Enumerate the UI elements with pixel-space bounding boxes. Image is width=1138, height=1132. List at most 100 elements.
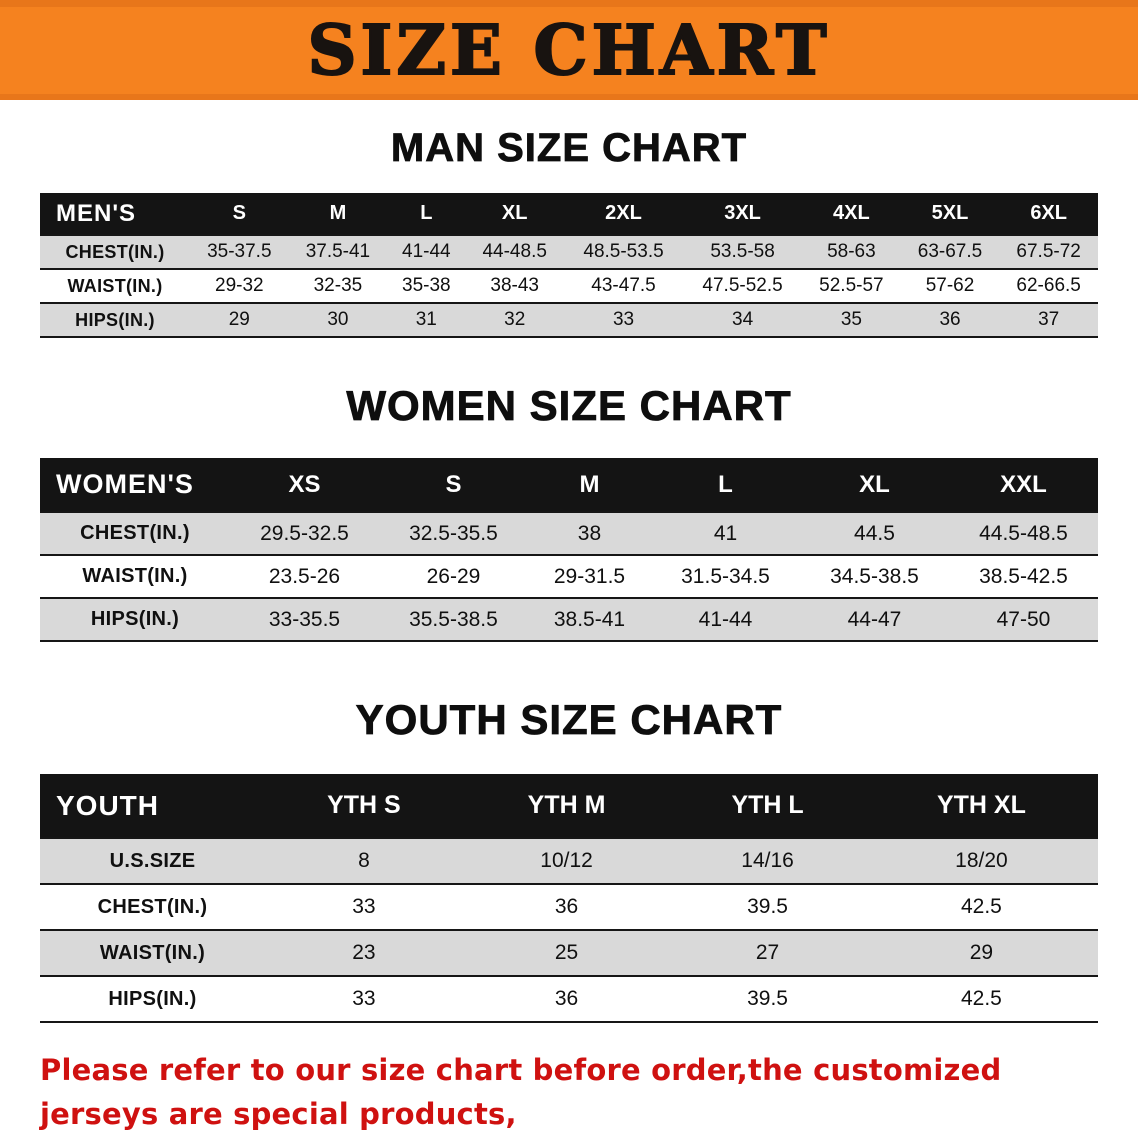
size-value: 62-66.5 [1016, 275, 1081, 296]
size-value: 36 [939, 309, 961, 330]
size-column-header: YTH XL [864, 774, 1098, 838]
size-value: 67.5-72 [1016, 241, 1081, 262]
size-column-header: XS [230, 458, 379, 512]
women-size-section: WOMEN SIZE CHART WOMEN'S XS S M L XL XXL CHEST(… [0, 382, 1138, 642]
size-value: 18/20 [955, 849, 1008, 872]
size-value: 36 [554, 895, 579, 918]
measurement-label: CHEST(IN.) [97, 895, 208, 918]
size-value: 14/16 [741, 849, 794, 872]
youth-size-heading: YOUTH SIZE CHART [355, 696, 783, 744]
size-value: 33 [352, 987, 376, 1010]
size-value: 31.5-34.5 [681, 564, 770, 588]
size-value: 38.5-42.5 [979, 564, 1068, 588]
size-value: 34 [732, 309, 754, 330]
size-value: 52.5-57 [819, 275, 884, 296]
size-value: 42.5 [960, 987, 1002, 1010]
size-value: 44-48.5 [482, 241, 547, 262]
size-value: 27 [755, 941, 780, 964]
measurement-label: U.S.SIZE [109, 849, 196, 872]
table-title-cell: YOUTH [40, 774, 265, 838]
table-header-row: YOUTH YTH S YTH M YTH L YTH XL [40, 774, 1098, 838]
size-value: 38-43 [490, 275, 539, 296]
size-value: 39.5 [747, 987, 788, 1010]
size-column-header: 5XL [900, 193, 1000, 235]
size-value: 44.5 [854, 521, 895, 545]
size-column-header: L [387, 193, 466, 235]
measurement-label: CHEST(IN.) [65, 241, 165, 262]
size-value: 47.5-52.5 [702, 275, 783, 296]
size-value: 26-29 [426, 564, 481, 588]
page-title: SIZE CHART [306, 10, 831, 91]
table-row: HIPS(IN.) 33 36 39.5 42.5 [40, 976, 1098, 1022]
size-value: 41-44 [698, 607, 753, 631]
footer-note-line-1: Please refer to our size chart before or… [40, 1053, 1002, 1131]
size-value: 48.5-53.5 [583, 241, 664, 262]
size-value: 33 [612, 309, 635, 330]
size-column-header: 6XL [999, 193, 1098, 235]
size-value: 30 [327, 309, 349, 330]
size-value: 37 [1038, 309, 1060, 330]
measurement-label: WAIST(IN.) [67, 275, 163, 296]
man-size-table: MEN'S S M L XL 2XL 3XL 4XL 5XL 6XL CHEST(IN.) 35-37… [40, 193, 1098, 338]
measurement-label: HIPS(IN.) [75, 309, 155, 330]
size-column-header: YTH M [462, 774, 671, 838]
size-column-header: 2XL [564, 193, 684, 235]
size-column-header: 4XL [802, 193, 901, 235]
size-column-header: M [527, 458, 652, 512]
table-header-row: WOMEN'S XS S M L XL XXL [40, 458, 1098, 512]
size-column-header: S [378, 458, 528, 512]
size-value: 35-38 [402, 275, 451, 296]
size-value: 39.5 [747, 895, 788, 918]
table-header-row: MEN'S S M L XL 2XL 3XL 4XL 5XL 6XL [40, 193, 1098, 235]
size-value: 57-62 [925, 275, 975, 296]
size-column-header: 3XL [683, 193, 803, 235]
size-value: 23.5-26 [268, 564, 341, 588]
size-value: 29-31.5 [553, 564, 626, 588]
table-row: CHEST(IN.) 33 36 39.5 42.5 [40, 884, 1098, 930]
size-value: 63-67.5 [917, 241, 983, 262]
size-value: 58-63 [827, 241, 876, 262]
size-value: 32 [504, 309, 526, 330]
size-value: 38 [577, 521, 602, 545]
size-value: 38.5-41 [553, 607, 626, 631]
size-value: 8 [358, 849, 370, 872]
women-size-table: WOMEN'S XS S M L XL XXL CHEST(IN.) 29.5-32.5 32.5… [40, 458, 1098, 642]
size-value: 44-47 [847, 607, 902, 631]
youth-size-table: YOUTH YTH S YTH M YTH L YTH XL U.S.SIZE 8 10/12… [40, 774, 1098, 1023]
size-value: 10/12 [540, 849, 593, 872]
size-value: 35.5-38.5 [409, 607, 498, 631]
size-value: 29 [969, 941, 994, 964]
size-column-header: XL [465, 193, 564, 235]
measurement-label: WAIST(IN.) [82, 565, 188, 587]
size-column-header: YTH L [670, 774, 865, 838]
man-size-section: MAN SIZE CHART MEN'S S M L XL 2XL 3XL 4XL 5XL 6XL… [0, 126, 1138, 338]
size-value: 32-35 [313, 275, 363, 296]
size-value: 37.5-41 [305, 241, 371, 262]
size-value: 29-32 [215, 275, 264, 296]
table-row: CHEST(IN.) 35-37.5 37.5-41 41-44 44-48.5 48.5… [40, 235, 1098, 269]
size-column-header: XXL [948, 458, 1098, 512]
size-value: 42.5 [960, 895, 1002, 918]
table-row: HIPS(IN.) 29 30 31 32 33 34 35 36 37 [40, 303, 1098, 337]
size-value: 41 [713, 521, 738, 545]
size-value: 36 [554, 987, 579, 1010]
measurement-label: CHEST(IN.) [80, 522, 190, 544]
size-value: 43-47.5 [591, 275, 656, 296]
footer-note: Please refer to our size chart before or… [40, 1049, 1100, 1132]
size-column-header: M [288, 193, 388, 235]
size-value: 41-44 [402, 241, 451, 262]
table-row: U.S.SIZE 8 10/12 14/16 18/20 [40, 838, 1098, 884]
measurement-label: WAIST(IN.) [99, 941, 206, 964]
size-value: 33 [352, 895, 376, 918]
size-value: 44.5-48.5 [979, 521, 1068, 545]
table-row: WAIST(IN.) 23.5-26 26-29 29-31.5 31.5-34.5 34… [40, 555, 1098, 598]
table-row: WAIST(IN.) 23 25 27 29 [40, 930, 1098, 976]
size-column-header: S [190, 193, 289, 235]
size-value: 23 [352, 941, 376, 964]
size-value: 29.5-32.5 [260, 521, 349, 545]
measurement-label: HIPS(IN.) [90, 608, 180, 630]
table-title-cell: MEN'S [40, 193, 190, 235]
table-title-cell: WOMEN'S [40, 458, 230, 512]
size-value: 32.5-35.5 [409, 521, 498, 545]
measurement-label: HIPS(IN.) [108, 987, 197, 1010]
